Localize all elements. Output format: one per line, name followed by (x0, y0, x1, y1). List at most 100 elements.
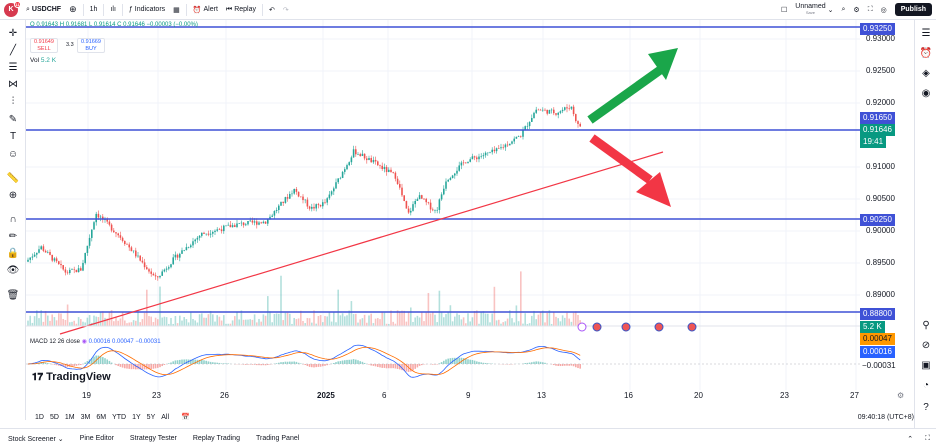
arrow-up-annotation[interactable] (587, 48, 678, 124)
candle-body (495, 148, 498, 152)
hotlists-icon[interactable]: ◉ (921, 87, 931, 99)
replay-button[interactable]: ⏮ Replay (222, 0, 260, 20)
brush-icon[interactable]: ✎ (8, 113, 18, 125)
volume-bar (104, 317, 106, 326)
range-5y-button[interactable]: 5Y (146, 413, 156, 421)
lock-drawings-icon[interactable]: ✏ (8, 230, 18, 242)
tab-pine-editor[interactable]: Pine Editor (79, 434, 114, 442)
text-icon[interactable]: T (9, 130, 17, 142)
maximize-panel-icon[interactable]: ⛶ (925, 434, 930, 442)
volume-bar (77, 317, 80, 326)
interval-button[interactable]: 1h (89, 6, 98, 13)
undo-button[interactable]: ↶ (265, 0, 279, 20)
replay-icon: ⏮ (225, 5, 233, 13)
magnet-icon[interactable]: ∩ (9, 213, 17, 225)
indicators-button[interactable]: ƒ Indicators (125, 0, 169, 20)
range-1m-button[interactable]: 1M (64, 413, 75, 421)
lock-icon[interactable]: 🔒 (6, 247, 20, 259)
macd-hist-bar (456, 357, 458, 364)
candle-body (194, 239, 196, 242)
candle-body (451, 175, 454, 179)
fullscreen-button[interactable]: ⛶ (864, 0, 877, 20)
zoom-in-icon[interactable]: ⊕ (8, 189, 18, 201)
candle-body (401, 187, 403, 196)
candle-body (526, 126, 529, 127)
macd-hist-bar (128, 364, 130, 369)
add-symbol-button[interactable]: ⊕ (65, 0, 81, 20)
volume-bar (229, 323, 232, 326)
volume-bar (163, 316, 166, 326)
volume-bar (31, 322, 34, 326)
notifications-icon[interactable]: ◔ (922, 379, 930, 391)
price-chart[interactable] (26, 20, 914, 408)
ruler-icon[interactable]: 📏 (6, 172, 20, 184)
candle-body (557, 112, 559, 115)
tab-stock-screener[interactable]: Stock Screener ⌄ (8, 435, 64, 443)
layout-button[interactable]: ☐ Unnamed Save ⌄ (777, 0, 838, 20)
range-6m-button[interactable]: 6M (96, 413, 107, 421)
axis-settings-icon[interactable]: ⚙ (897, 391, 905, 400)
alerts-icon[interactable]: ⏰ (919, 47, 933, 59)
ideas-icon[interactable]: ⚲ (922, 319, 930, 331)
candle-body (223, 225, 225, 232)
event-icons[interactable] (577, 322, 697, 332)
candle-body (216, 229, 218, 231)
range-ytd-button[interactable]: YTD (112, 413, 127, 421)
smiley-icon[interactable]: ☺ (7, 148, 19, 160)
quick-search-button[interactable]: ⌕ (838, 0, 850, 20)
horizontal-lines-icon[interactable]: ☰ (8, 61, 18, 73)
arrow-down-annotation[interactable] (589, 134, 671, 207)
volume-bar (207, 314, 210, 326)
fib-icon[interactable]: ⫶ (11, 95, 15, 107)
watchlist-icon[interactable]: ☰ (921, 27, 931, 39)
user-avatar[interactable]: K 11 (4, 0, 21, 17)
crosshair-icon[interactable]: ✛ (8, 27, 18, 39)
utc-clock[interactable]: 09:40:18 (UTC+8) (857, 413, 914, 421)
settings-button[interactable]: ⚙ (849, 0, 863, 20)
tab-trading-panel[interactable]: Trading Panel (255, 434, 300, 442)
tab-replay-trading[interactable]: Replay Trading (192, 434, 240, 442)
range-1y-button[interactable]: 1Y (132, 413, 141, 421)
avatar-letter: K (8, 6, 14, 13)
snapshot-button[interactable]: ◎ (877, 0, 891, 20)
range-5d-button[interactable]: 5D (49, 413, 59, 421)
range-all-button[interactable]: All (161, 413, 170, 421)
calendar-icon[interactable]: ▣ (921, 359, 931, 371)
templates-button[interactable]: ▦ (169, 0, 184, 20)
trash-icon[interactable]: 🗑 (6, 289, 20, 301)
volume-bar (416, 315, 419, 326)
help-icon[interactable]: ? (923, 401, 929, 413)
candle-body (36, 252, 38, 255)
chart-type-button[interactable]: ılı (106, 0, 119, 20)
volume-bar (64, 319, 67, 326)
goto-date-icon[interactable]: 📅 (181, 414, 190, 421)
volume-bar (38, 318, 40, 326)
volume-bar (355, 313, 357, 326)
alert-button[interactable]: ⏰ Alert (189, 0, 222, 20)
macd-hist-bar (280, 362, 282, 364)
candle-body (143, 262, 146, 268)
publish-button[interactable]: Publish (891, 0, 936, 20)
redo-button[interactable]: ↷ (279, 0, 293, 20)
sell-button[interactable]: 0.91649 SELL (30, 38, 58, 53)
volume-bar (462, 317, 465, 326)
layers-icon[interactable]: ◈ (922, 67, 930, 79)
symbol-search-button[interactable]: ⌕ USDCHF (22, 0, 65, 20)
tab-strategy-tester[interactable]: Strategy Tester (129, 434, 177, 442)
pitchfork-icon[interactable]: ⋈ (8, 78, 18, 90)
divider (262, 3, 264, 16)
collapse-panel-icon[interactable]: ⌃ (907, 435, 914, 443)
range-1d-button[interactable]: 1D (35, 413, 44, 421)
trend-line[interactable] (59, 151, 664, 335)
macd-hist-bar (359, 361, 361, 364)
compass-icon[interactable]: ⊘ (921, 339, 931, 351)
volume-bar (311, 322, 313, 326)
trend-line-icon[interactable]: ╱ (9, 44, 17, 56)
eye-icon[interactable]: 👁 (6, 264, 20, 276)
candle-body (370, 158, 372, 163)
volume-bar (495, 320, 498, 326)
macd-settings-icon[interactable]: ◉ (81, 339, 87, 345)
volume-bar (278, 313, 280, 326)
range-3m-button[interactable]: 3M (80, 413, 91, 421)
buy-button[interactable]: 0.91669 BUY (77, 38, 105, 53)
